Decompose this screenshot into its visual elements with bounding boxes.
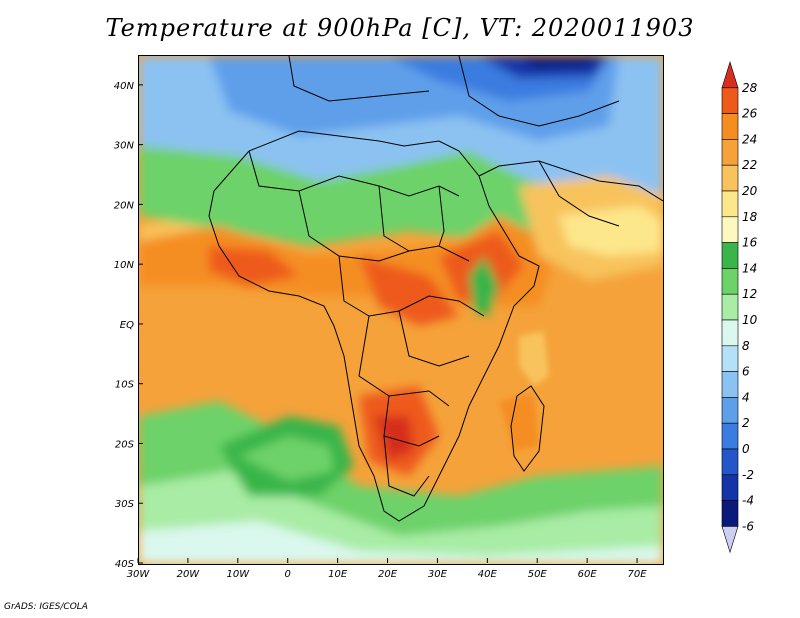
colorbar-label: 14 — [742, 261, 757, 275]
lat-tick-label: 40N — [114, 81, 135, 92]
lat-tick-label: 10S — [115, 380, 135, 391]
colorbar-swatch — [721, 216, 739, 243]
colorbar-swatch — [721, 448, 739, 476]
lat-tick-label: 30S — [115, 499, 135, 510]
country-borders — [208, 56, 663, 522]
lon-tick-label: 30W — [127, 569, 151, 580]
temperature-field — [139, 56, 663, 564]
colorbar-swatch — [721, 345, 739, 372]
colorbar-label: -6 — [742, 519, 754, 533]
lat-tick-label: 20N — [114, 200, 135, 211]
colorbar-label: 22 — [742, 158, 757, 172]
lon-tick-label: 40E — [478, 569, 498, 580]
colorbar-swatch — [721, 526, 739, 554]
temperature-map — [138, 55, 664, 565]
colorbar-label: 16 — [742, 236, 758, 250]
colorbar-label: 4 — [742, 390, 750, 404]
lat-tick-label: 10N — [114, 260, 135, 271]
lat-tick-label: EQ — [120, 320, 134, 331]
colorbar-swatch — [721, 190, 739, 218]
lat-tick-label: 20S — [115, 439, 135, 450]
credit-text: GrADS: IGES/COLA — [4, 602, 88, 612]
lon-tick-label: 30E — [428, 569, 448, 580]
colorbar-label: 24 — [742, 132, 757, 146]
colorbar-swatch — [721, 139, 739, 166]
colorbar-swatch — [721, 113, 739, 140]
lon-tick-label: 20W — [177, 569, 201, 580]
colorbar-swatch — [721, 500, 739, 527]
colorbar-swatch — [721, 87, 739, 114]
lon-tick-label: 20E — [378, 569, 398, 580]
colorbar-label: 6 — [742, 365, 750, 379]
colorbar-label: -2 — [742, 468, 754, 482]
colorbar-swatch — [721, 293, 739, 321]
colorbar-label: -4 — [742, 494, 754, 508]
chart-title: Temperature at 900hPa [C], VT: 202001190… — [105, 14, 695, 42]
lon-tick-label: 60E — [578, 569, 598, 580]
colorbar-label: 0 — [742, 442, 750, 456]
colorbar-swatch — [721, 371, 739, 398]
colorbar-swatch — [721, 319, 739, 347]
colorbar-label: 18 — [742, 210, 758, 224]
colorbar-swatch — [721, 164, 739, 192]
lon-tick-label: 0 — [285, 569, 291, 580]
lat-tick-label: 30N — [114, 141, 135, 152]
colorbar-swatch — [721, 422, 739, 450]
lon-tick-label: 70E — [628, 569, 648, 580]
colorbar-label: 8 — [742, 339, 750, 353]
colorbar-swatch — [721, 60, 739, 89]
colorbar-label: 26 — [742, 107, 758, 121]
colorbar-label: 28 — [742, 81, 758, 95]
colorbar-swatch — [721, 268, 739, 295]
colorbar-label: 2 — [742, 416, 750, 430]
colorbar-swatch — [721, 397, 739, 424]
lat-tick-label: 40S — [115, 559, 135, 570]
colorbar-label: 10 — [742, 313, 758, 327]
lon-tick-label: 10E — [328, 569, 348, 580]
lon-tick-label: 10W — [226, 569, 250, 580]
lon-tick-label: 50E — [528, 569, 548, 580]
colorbar-swatch — [721, 242, 739, 269]
colorbar-label: 20 — [742, 184, 758, 198]
coastal-detail — [499, 331, 549, 451]
colorbar-swatch — [721, 474, 739, 501]
colorbar-label: 12 — [742, 287, 757, 301]
